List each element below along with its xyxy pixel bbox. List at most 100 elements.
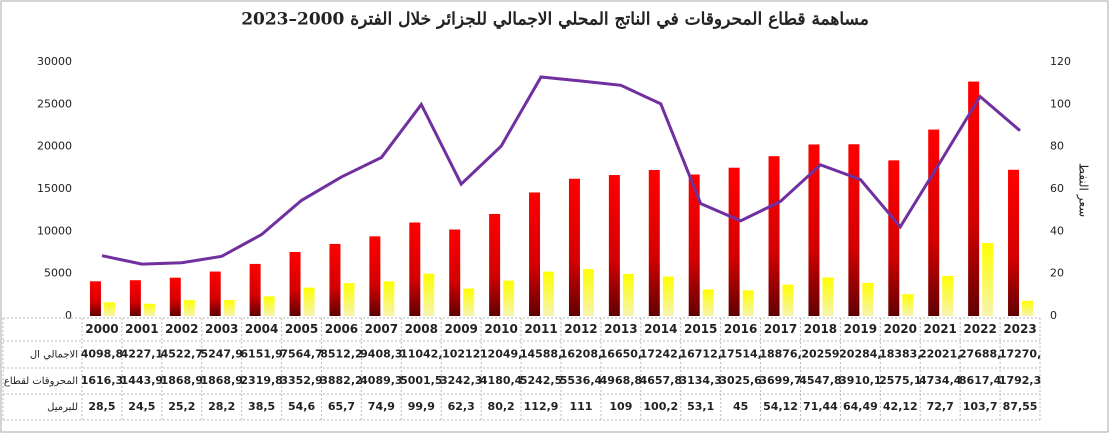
table-cell: 4968,8 [600, 374, 642, 387]
bar [848, 144, 860, 316]
bar [608, 175, 620, 316]
table-cell: 18876, [759, 348, 801, 361]
y2-tick-label: 100 [1050, 97, 1071, 110]
table-cell: 28,2 [208, 400, 235, 413]
x-tick-label: 2002 [165, 322, 198, 336]
table-cell: 3134,3 [679, 374, 721, 387]
bar [263, 296, 275, 316]
table-cell: 1616,3 [81, 374, 123, 387]
bar [862, 282, 874, 316]
bar [209, 271, 221, 316]
table-cell: 100,2 [643, 400, 678, 413]
x-tick-label: 2011 [524, 322, 557, 336]
table-cell: 16208, [560, 348, 602, 361]
bar [728, 167, 740, 316]
x-tick-label: 2019 [844, 322, 877, 336]
bar [289, 251, 301, 316]
table-cell: 2575,1 [879, 374, 921, 387]
x-tick-label: 2012 [564, 322, 597, 336]
y2-tick-label: 20 [1050, 267, 1064, 280]
y2-tick-label: 80 [1050, 140, 1064, 153]
x-tick-label: 2005 [285, 322, 318, 336]
bar [89, 281, 101, 316]
table-cell: 1868,9 [200, 374, 242, 387]
bar [822, 277, 834, 316]
bar [489, 213, 501, 316]
x-tick-label: 2013 [604, 322, 637, 336]
legend-label: الاجمالي ال [30, 350, 78, 361]
y-tick-label: 5000 [44, 267, 72, 280]
table-cell: 8617,4 [959, 374, 1002, 387]
bar [303, 287, 315, 316]
table-cell: 72,7 [927, 400, 954, 413]
x-tick-label: 2023 [1003, 322, 1036, 336]
table-cell: 17242, [640, 348, 682, 361]
table-cell: 22021, [919, 348, 961, 361]
table-cell: 11042, [400, 348, 442, 361]
bar [423, 273, 435, 316]
table-cell: 3699,7 [759, 374, 801, 387]
table-cell: 53,1 [687, 400, 714, 413]
table-cell: 20259 [801, 348, 839, 361]
table-cell: 4180,4 [480, 374, 523, 387]
bar [529, 192, 541, 316]
y-tick-label: 0 [65, 309, 72, 322]
table-cell: 3882,2 [320, 374, 362, 387]
table-cell: 1443,9 [121, 374, 163, 387]
table-cell: 16712, [679, 348, 721, 361]
table-cell: 42,12 [883, 400, 918, 413]
table-cell: 4089,3 [360, 374, 402, 387]
table-cell: 64,49 [843, 400, 878, 413]
y-tick-label: 20000 [37, 140, 72, 153]
x-tick-label: 2000 [85, 322, 118, 336]
y2-tick-label: 60 [1050, 182, 1064, 195]
bar [143, 303, 155, 316]
table-cell: 4734,4 [919, 374, 962, 387]
bar [568, 178, 580, 316]
x-tick-label: 2020 [884, 322, 917, 336]
table-cell: 54,6 [288, 400, 315, 413]
table-cell: 65,7 [328, 400, 355, 413]
bar [702, 289, 714, 316]
chart-title: مساهمة قطاع المحروقات في الناتج المحلي ا… [241, 10, 869, 30]
table-cell: 109 [609, 400, 632, 413]
table-cell: 4227,1 [121, 348, 163, 361]
x-tick-label: 2004 [245, 322, 278, 336]
table-cell: 4522,7 [161, 348, 203, 361]
x-tick-label: 2015 [684, 322, 717, 336]
bar [768, 156, 780, 316]
table-cell: 4657,8 [640, 374, 682, 387]
table-cell: 38,5 [248, 400, 275, 413]
bar [808, 144, 820, 316]
bar [369, 236, 381, 316]
x-tick-label: 2022 [963, 322, 996, 336]
y2-tick-label: 120 [1050, 55, 1071, 68]
table-cell: 74,9 [368, 400, 395, 413]
y-tick-label: 15000 [37, 182, 72, 195]
bar [782, 284, 794, 316]
bar [982, 243, 994, 316]
table-cell: 112,9 [524, 400, 559, 413]
table-cell: 16650, [600, 348, 642, 361]
bar [329, 243, 341, 316]
table-cell: 18383, [879, 348, 921, 361]
bar [169, 277, 181, 316]
bar [688, 174, 700, 316]
table-cell: 5247,9 [200, 348, 242, 361]
table-cell: 17514, [719, 348, 761, 361]
table-cell: 71,44 [803, 400, 838, 413]
table-cell: 45 [733, 400, 748, 413]
bar [543, 271, 555, 316]
table-cell: 28,5 [88, 400, 115, 413]
bar [662, 276, 674, 316]
table-cell: 3242,3 [440, 374, 482, 387]
bar [463, 288, 475, 316]
x-tick-label: 2014 [644, 322, 677, 336]
bar [223, 300, 235, 316]
y-tick-label: 25000 [37, 97, 72, 110]
table-cell: 7564,7 [280, 348, 322, 361]
table-cell: 3025,6 [719, 374, 762, 387]
line [101, 75, 1021, 266]
table-cell: 4547,8 [799, 374, 841, 387]
